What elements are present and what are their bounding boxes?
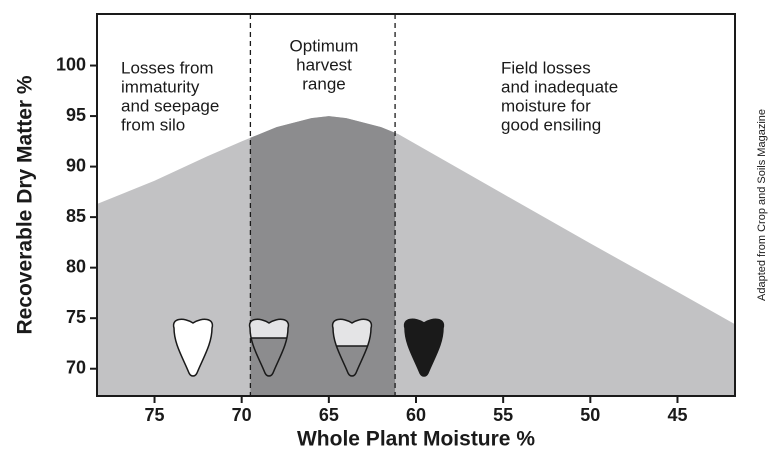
y-tick-label: 95 [66,105,86,125]
annotation: Losses from [121,58,214,77]
y-tick-label: 85 [66,206,86,226]
y-tick-label: 75 [66,307,86,327]
y-tick-label: 90 [66,155,86,175]
chart: Whole Plant Moisture % Recoverable Dry M… [0,0,779,462]
y-tick-label: 100 [56,54,86,74]
annotation: moisture for [501,96,591,115]
annotation: Optimum [290,36,359,55]
y-tick-label: 70 [66,357,86,377]
annotation: good ensiling [501,115,601,134]
x-tick-label: 50 [580,405,600,425]
x-tick-label: 65 [319,405,339,425]
annotation: from silo [121,115,185,134]
x-tick-label: 55 [493,405,513,425]
annotation: immaturity [121,77,200,96]
x-tick-label: 70 [232,405,252,425]
x-tick-label: 60 [406,405,426,425]
y-tick-label: 80 [66,256,86,276]
annotation: harvest [296,55,352,74]
x-tick-label: 75 [145,405,165,425]
annotation: and inadequate [501,77,618,96]
annotation: Field losses [501,58,591,77]
x-tick-label: 45 [667,405,687,425]
source-note: Adapted from Crop and Soils Magazine [756,109,768,301]
y-axis-title: Recoverable Dry Matter % [14,75,37,334]
annotation: and seepage [121,96,219,115]
x-axis-title: Whole Plant Moisture % [297,428,535,451]
annotation: range [302,74,345,93]
